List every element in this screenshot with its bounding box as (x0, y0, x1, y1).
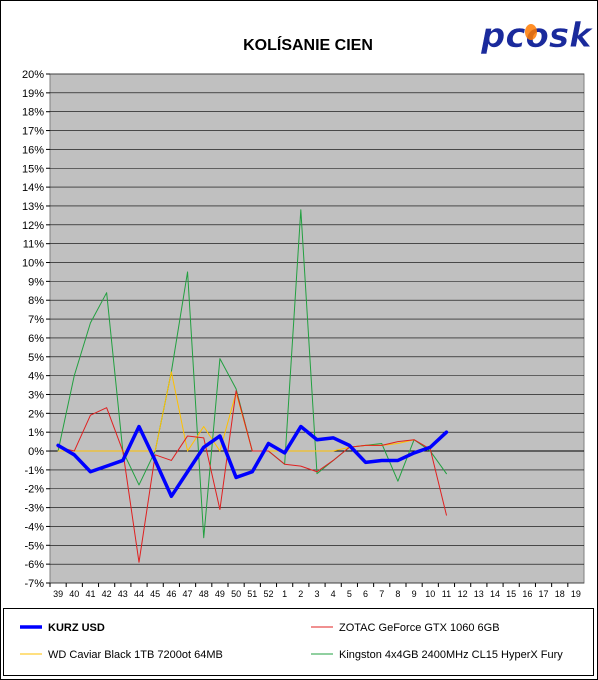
y-tick-label: 10% (22, 258, 44, 270)
x-axis: 39 40 41 42 43 44 45 46 47 48 49 50 51 52 1 2 3 4 5 6 7 8 9 10 1… (49, 450, 584, 599)
legend-label: WD Caviar Black 1TB 7200ot 64MB (48, 649, 223, 661)
y-tick-label: -5% (24, 540, 44, 552)
y-tick-label: 8% (28, 295, 44, 307)
plot-area (49, 73, 585, 584)
series-line (56, 424, 449, 499)
x-tick-label: 40 (69, 589, 79, 599)
x-tick-label: 1 (282, 589, 287, 599)
y-tick-label: 14% (22, 182, 44, 194)
series-lines (56, 209, 449, 563)
legend-label: Kingston 4x4GB 2400MHz CL15 HyperX Fury (339, 649, 563, 661)
y-tick-label: 15% (22, 163, 44, 175)
x-tick-label: 7 (379, 589, 384, 599)
legend-label: KURZ USD (48, 622, 105, 634)
x-tick-label: 51 (247, 589, 257, 599)
y-tick-label: -1% (24, 465, 44, 477)
x-tick-label: 45 (150, 589, 160, 599)
y-tick-label: -7% (24, 578, 44, 590)
y-tick-label: 20% (22, 69, 44, 81)
x-tick-label: 49 (215, 589, 225, 599)
legend-label: ZOTAC GeForce GTX 1060 6GB (339, 622, 500, 634)
pcosk-logo: pcosk (480, 16, 595, 57)
y-tick-label: -3% (24, 503, 44, 515)
x-tick-label: 16 (522, 589, 532, 599)
y-tick-label: 4% (28, 371, 44, 383)
x-tick-label: 3 (314, 589, 319, 599)
x-tick-label: 19 (571, 589, 581, 599)
y-tick-label: -6% (24, 559, 44, 571)
y-tick-label: 11% (23, 239, 44, 251)
x-tick-label: 50 (231, 589, 241, 599)
y-tick-label: 1% (28, 427, 44, 439)
y-tick-label: 12% (22, 220, 44, 232)
x-tick-label: 52 (263, 589, 273, 599)
y-tick-label: 19% (22, 88, 44, 100)
y-tick-label: 7% (28, 314, 44, 326)
y-tick-label: 16% (22, 144, 44, 156)
x-tick-label: 44 (134, 589, 144, 599)
y-tick-label: 3% (28, 389, 44, 401)
x-tick-label: 5 (347, 589, 352, 599)
y-tick-label: 9% (28, 276, 44, 288)
x-tick-label: 6 (363, 589, 368, 599)
x-tick-label: 13 (474, 589, 484, 599)
y-tick-label: -2% (24, 484, 44, 496)
x-tick-label: 15 (506, 589, 516, 599)
y-tick-label: 2% (28, 408, 44, 420)
legend-items: KURZ USD ZOTAC GeForce GTX 1060 6GB WD Cav… (20, 622, 563, 661)
x-tick-label: 46 (166, 589, 176, 599)
x-tick-label: 11 (442, 589, 451, 599)
x-tick-label: 47 (183, 589, 193, 599)
x-tick-label: 2 (298, 589, 303, 599)
x-tick-label: 12 (458, 589, 468, 599)
y-tick-label: 0% (28, 446, 44, 458)
chart-title: KOLÍSANIE CIEN (243, 35, 373, 54)
x-tick-label: 9 (412, 589, 417, 599)
x-tick-label: 41 (85, 589, 95, 599)
x-tick-label: 48 (199, 589, 209, 599)
series-line (57, 390, 447, 563)
logo-flame-icon (525, 24, 537, 40)
y-tick-label: 13% (22, 201, 44, 213)
y-tick-label: 18% (22, 107, 44, 119)
x-tick-label: 14 (490, 589, 500, 599)
logo-text: pcosk (480, 16, 594, 56)
y-tick-label: -4% (24, 521, 44, 533)
x-tick-label: 4 (331, 589, 336, 599)
x-tick-label: 18 (555, 589, 565, 599)
x-tick-label: 17 (539, 589, 549, 599)
y-axis: 20% 19% 18% 17% 16% 15% 14% 13% 12% 11% 10% 9% 8% 7% 6… (22, 69, 50, 590)
y-tick-label: 6% (28, 333, 44, 345)
x-tick-label: 39 (53, 589, 63, 599)
x-tick-label: 8 (395, 589, 400, 599)
y-tick-label: 5% (28, 352, 44, 364)
legend (3, 608, 594, 676)
y-tick-label: 17% (22, 126, 44, 138)
x-tick-label: 42 (102, 589, 112, 599)
x-tick-label: 10 (425, 589, 435, 599)
x-tick-label: 43 (118, 589, 128, 599)
